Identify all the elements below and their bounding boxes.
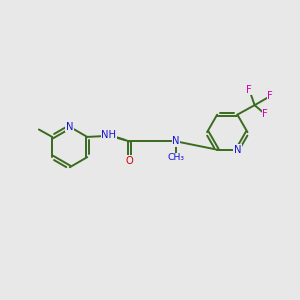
Text: NH: NH [101, 130, 116, 140]
Text: F: F [246, 85, 252, 95]
Text: F: F [262, 109, 268, 119]
Text: N: N [234, 145, 241, 155]
Text: F: F [267, 91, 273, 101]
Text: N: N [172, 136, 180, 146]
Text: N: N [66, 122, 74, 132]
Text: CH₃: CH₃ [168, 153, 184, 162]
Text: O: O [126, 156, 133, 166]
